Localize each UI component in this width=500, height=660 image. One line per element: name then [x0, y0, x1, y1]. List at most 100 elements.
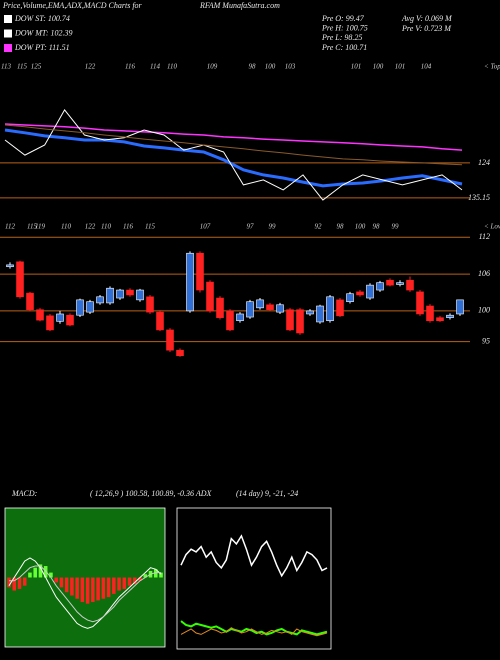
candle-body: [436, 317, 444, 322]
candle-body: [256, 299, 264, 309]
page-title: Price,Volume,EMA,ADX,MACD Charts for: [2, 1, 143, 10]
candle-body: [66, 314, 74, 326]
legend-label: DOW PT: 111.51: [14, 43, 70, 52]
candle-body: [276, 304, 284, 313]
legend-label: DOW ST: 100.74: [14, 14, 70, 23]
price-label: 116: [125, 63, 135, 71]
candle-body: [126, 289, 134, 296]
candle-body: [296, 309, 304, 334]
legend-swatch: [4, 15, 12, 23]
candle-body: [96, 296, 104, 304]
price-label: 98: [373, 223, 381, 231]
histogram-bar: [117, 577, 121, 591]
series-line: [9, 565, 161, 623]
candle-body: [386, 279, 394, 286]
histogram-bar: [96, 577, 100, 601]
histogram-bar: [54, 577, 58, 583]
histogram-bar: [75, 577, 79, 599]
price-label: 112: [5, 223, 15, 231]
panel-note: < Lows: [484, 223, 500, 231]
candle-body: [456, 299, 464, 315]
series-line: [4, 109, 463, 201]
candle-body: [36, 309, 44, 321]
candle-body: [246, 301, 254, 318]
price-label: 98: [337, 223, 345, 231]
panel-subtitle: ( 12,26,9 ) 100.58, 100.89, -0.36 ADX: [90, 489, 213, 498]
price-label: 119: [35, 223, 45, 231]
candle-body: [56, 313, 64, 322]
candle-body: [206, 281, 214, 312]
price-label: 101: [351, 63, 362, 71]
candle-body: [396, 282, 404, 285]
series-line: [180, 627, 328, 637]
candle-body: [266, 304, 274, 310]
candle-body: [376, 282, 384, 291]
stat-label: Pre O: 99.47: [321, 14, 365, 23]
candle-body: [336, 299, 344, 317]
y-tick-label: 124: [478, 158, 490, 167]
price-label: 109: [207, 63, 218, 71]
candle-body: [236, 313, 244, 322]
series-line: [4, 123, 463, 151]
candle-body: [226, 310, 234, 331]
candle-body: [416, 291, 424, 315]
price-label: 113: [1, 63, 11, 71]
candle-body: [26, 292, 34, 310]
y-tick-label: 135.15: [468, 193, 490, 202]
histogram-bar: [33, 567, 37, 578]
price-label: 115: [17, 63, 27, 71]
series-line: [4, 124, 463, 166]
y-tick-label: 112: [479, 232, 490, 241]
candle-body: [166, 329, 174, 351]
histogram-bar: [153, 569, 158, 578]
histogram-bar: [143, 574, 148, 578]
price-label: 107: [200, 223, 211, 231]
panel-title: (14 day) 9, -21, -24: [236, 489, 298, 498]
histogram-bar: [22, 577, 27, 586]
series-line: [4, 128, 463, 188]
candle-body: [446, 314, 454, 318]
candle-body: [366, 284, 374, 299]
histogram-bar: [91, 577, 95, 603]
stat-label: Pre L: 98.25: [321, 33, 362, 42]
price-label: 122: [85, 63, 96, 71]
candle-body: [176, 349, 184, 357]
candle-body: [356, 291, 364, 296]
histogram-bar: [85, 577, 90, 604]
candle-body: [86, 301, 94, 313]
histogram-bar: [133, 577, 137, 585]
price-label: 115: [27, 223, 37, 231]
histogram-bar: [112, 577, 116, 594]
candle-body: [116, 289, 124, 299]
candle-body: [216, 297, 224, 318]
volume-label: Pre V: 0.723 M: [401, 24, 452, 33]
histogram-bar: [106, 577, 111, 598]
candle-body: [316, 305, 324, 323]
price-label: 110: [167, 63, 177, 71]
candle-body: [146, 296, 154, 313]
price-label: 99: [392, 223, 400, 231]
stat-label: Pre H: 100.75: [321, 24, 368, 33]
candle-body: [286, 309, 294, 331]
site-name: RFAM MunafaSutra.com: [199, 1, 280, 10]
price-label: 97: [247, 223, 255, 231]
legend-label: DOW MT: 102.39: [14, 28, 73, 37]
price-label: 100: [373, 63, 384, 71]
y-tick-label: 100: [478, 306, 490, 315]
candle-body: [76, 299, 84, 316]
stat-label: Pre C: 100.71: [321, 43, 367, 52]
price-label: 122: [85, 223, 96, 231]
candle-body: [326, 296, 334, 322]
histogram-bar: [80, 577, 85, 603]
candle-body: [306, 310, 314, 315]
candle-body: [6, 264, 14, 268]
histogram-bar: [70, 577, 74, 596]
y-tick-label: 95: [482, 336, 490, 345]
price-label: 100: [355, 223, 366, 231]
panel-background: [176, 507, 332, 650]
price-label: 92: [315, 223, 323, 231]
price-label: 104: [421, 63, 432, 71]
